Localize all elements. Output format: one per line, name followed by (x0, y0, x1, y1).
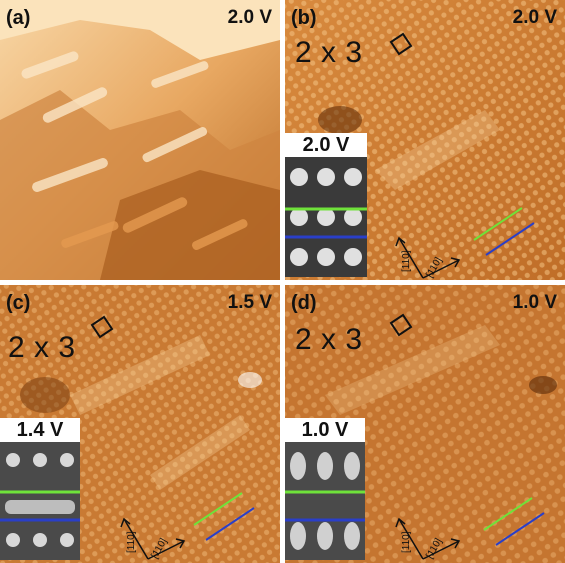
axis-label-x: [110] (424, 536, 444, 560)
inset-bias-label: 1.0 V (285, 418, 365, 442)
stm-image-a (0, 0, 280, 280)
panel-a: (a) 2.0 V (0, 0, 280, 280)
crystal-axes: [110] [110] (120, 517, 186, 561)
bias-voltage: 2.0 V (512, 7, 557, 28)
panel-label: (a) (6, 7, 31, 29)
panel-label: (d) (291, 292, 317, 314)
reconstruction-label: 2 x 3 (295, 36, 363, 69)
axis-label-y: [110] (401, 250, 412, 272)
axis-label-y: [110] (126, 531, 137, 553)
inset-bias-label: 1.4 V (0, 418, 80, 442)
crystal-axes: [110] [110] (395, 517, 461, 561)
reconstruction-label: 2 x 3 (8, 331, 76, 364)
panel-label: (c) (6, 292, 31, 314)
bias-voltage: 2.0 V (227, 7, 272, 28)
panel-d: (d) 1.0 V 2 x 3 1.0 V [110] [110] (285, 285, 565, 563)
crystal-axes: [110] [110] (395, 236, 461, 280)
axis-label-x: [110] (424, 255, 444, 279)
axis-label-x: [110] (149, 536, 169, 560)
bias-voltage: 1.0 V (512, 292, 557, 313)
axis-label-y: [110] (401, 531, 412, 553)
simulated-stm-inset (285, 157, 367, 277)
inset-bias-label: 2.0 V (285, 133, 367, 157)
row-markers (193, 492, 255, 541)
panel-b: (b) 2.0 V 2 x 3 2.0 V [110] [110] (285, 0, 565, 280)
simulated-stm-inset (0, 442, 80, 560)
bias-voltage: 1.5 V (227, 292, 272, 313)
panel-c: (c) 1.5 V 2 x 3 1.4 V [110] [110] (0, 285, 280, 563)
reconstruction-label: 2 x 3 (295, 323, 363, 356)
panel-label: (b) (291, 7, 317, 29)
row-markers (473, 207, 535, 256)
simulated-stm-inset (285, 442, 365, 560)
row-markers (483, 497, 545, 546)
